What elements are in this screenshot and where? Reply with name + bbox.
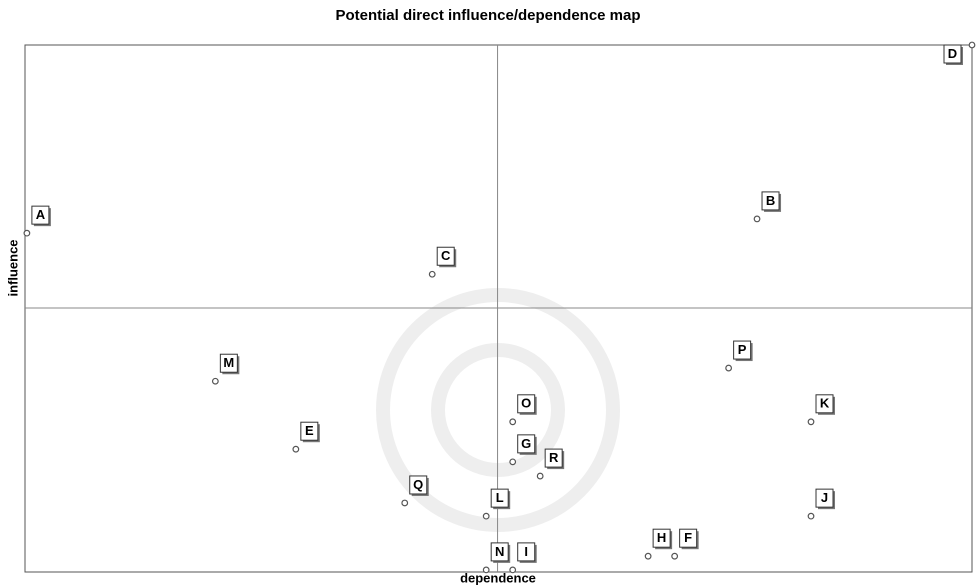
label-box <box>517 394 536 414</box>
point <box>968 41 976 49</box>
point <box>753 215 761 223</box>
y-axis-label: influence <box>5 239 20 296</box>
point-label: C <box>441 248 451 263</box>
label-box <box>733 340 752 360</box>
label-box <box>409 475 428 495</box>
point <box>211 377 219 385</box>
label-box <box>761 191 780 211</box>
label-box <box>517 542 536 562</box>
x-axis-label: dependence <box>460 570 536 585</box>
point <box>536 472 544 480</box>
point <box>807 512 815 520</box>
label-box <box>815 488 834 508</box>
point <box>509 566 517 574</box>
label-box <box>943 44 962 64</box>
label-box <box>490 542 509 562</box>
point <box>482 512 490 520</box>
point <box>509 458 517 466</box>
label-box <box>652 528 671 548</box>
label-box <box>544 448 563 468</box>
label-box <box>219 353 238 373</box>
point-label: E <box>305 423 314 438</box>
label-box <box>300 421 319 441</box>
point-label: M <box>223 355 234 370</box>
point <box>401 499 409 507</box>
point-label: B <box>766 193 775 208</box>
point-label: G <box>521 436 531 451</box>
point <box>428 270 436 278</box>
point <box>725 364 733 372</box>
point-label: J <box>821 490 828 505</box>
point-label: Q <box>413 477 423 492</box>
label-box <box>517 434 536 454</box>
label-box <box>679 528 698 548</box>
point-label: A <box>36 207 46 222</box>
point-label: R <box>549 450 559 465</box>
label-box <box>436 246 455 266</box>
point-label: O <box>521 396 531 411</box>
point-label: K <box>820 396 830 411</box>
label-box <box>31 205 50 225</box>
point-label: P <box>738 342 747 357</box>
point-label: I <box>524 544 528 559</box>
point <box>671 552 679 560</box>
chart-title: Potential direct influence/dependence ma… <box>335 7 640 24</box>
label-box <box>490 488 509 508</box>
point-label: L <box>496 490 504 505</box>
plot-frame <box>24 44 973 573</box>
point-label: F <box>684 530 692 545</box>
point-label: H <box>657 530 666 545</box>
point-label: D <box>948 46 957 61</box>
point <box>23 229 31 237</box>
point <box>509 418 517 426</box>
label-box <box>815 394 834 414</box>
point-label: N <box>495 544 504 559</box>
point <box>807 418 815 426</box>
point <box>292 445 300 453</box>
point <box>644 552 652 560</box>
point <box>482 566 490 574</box>
